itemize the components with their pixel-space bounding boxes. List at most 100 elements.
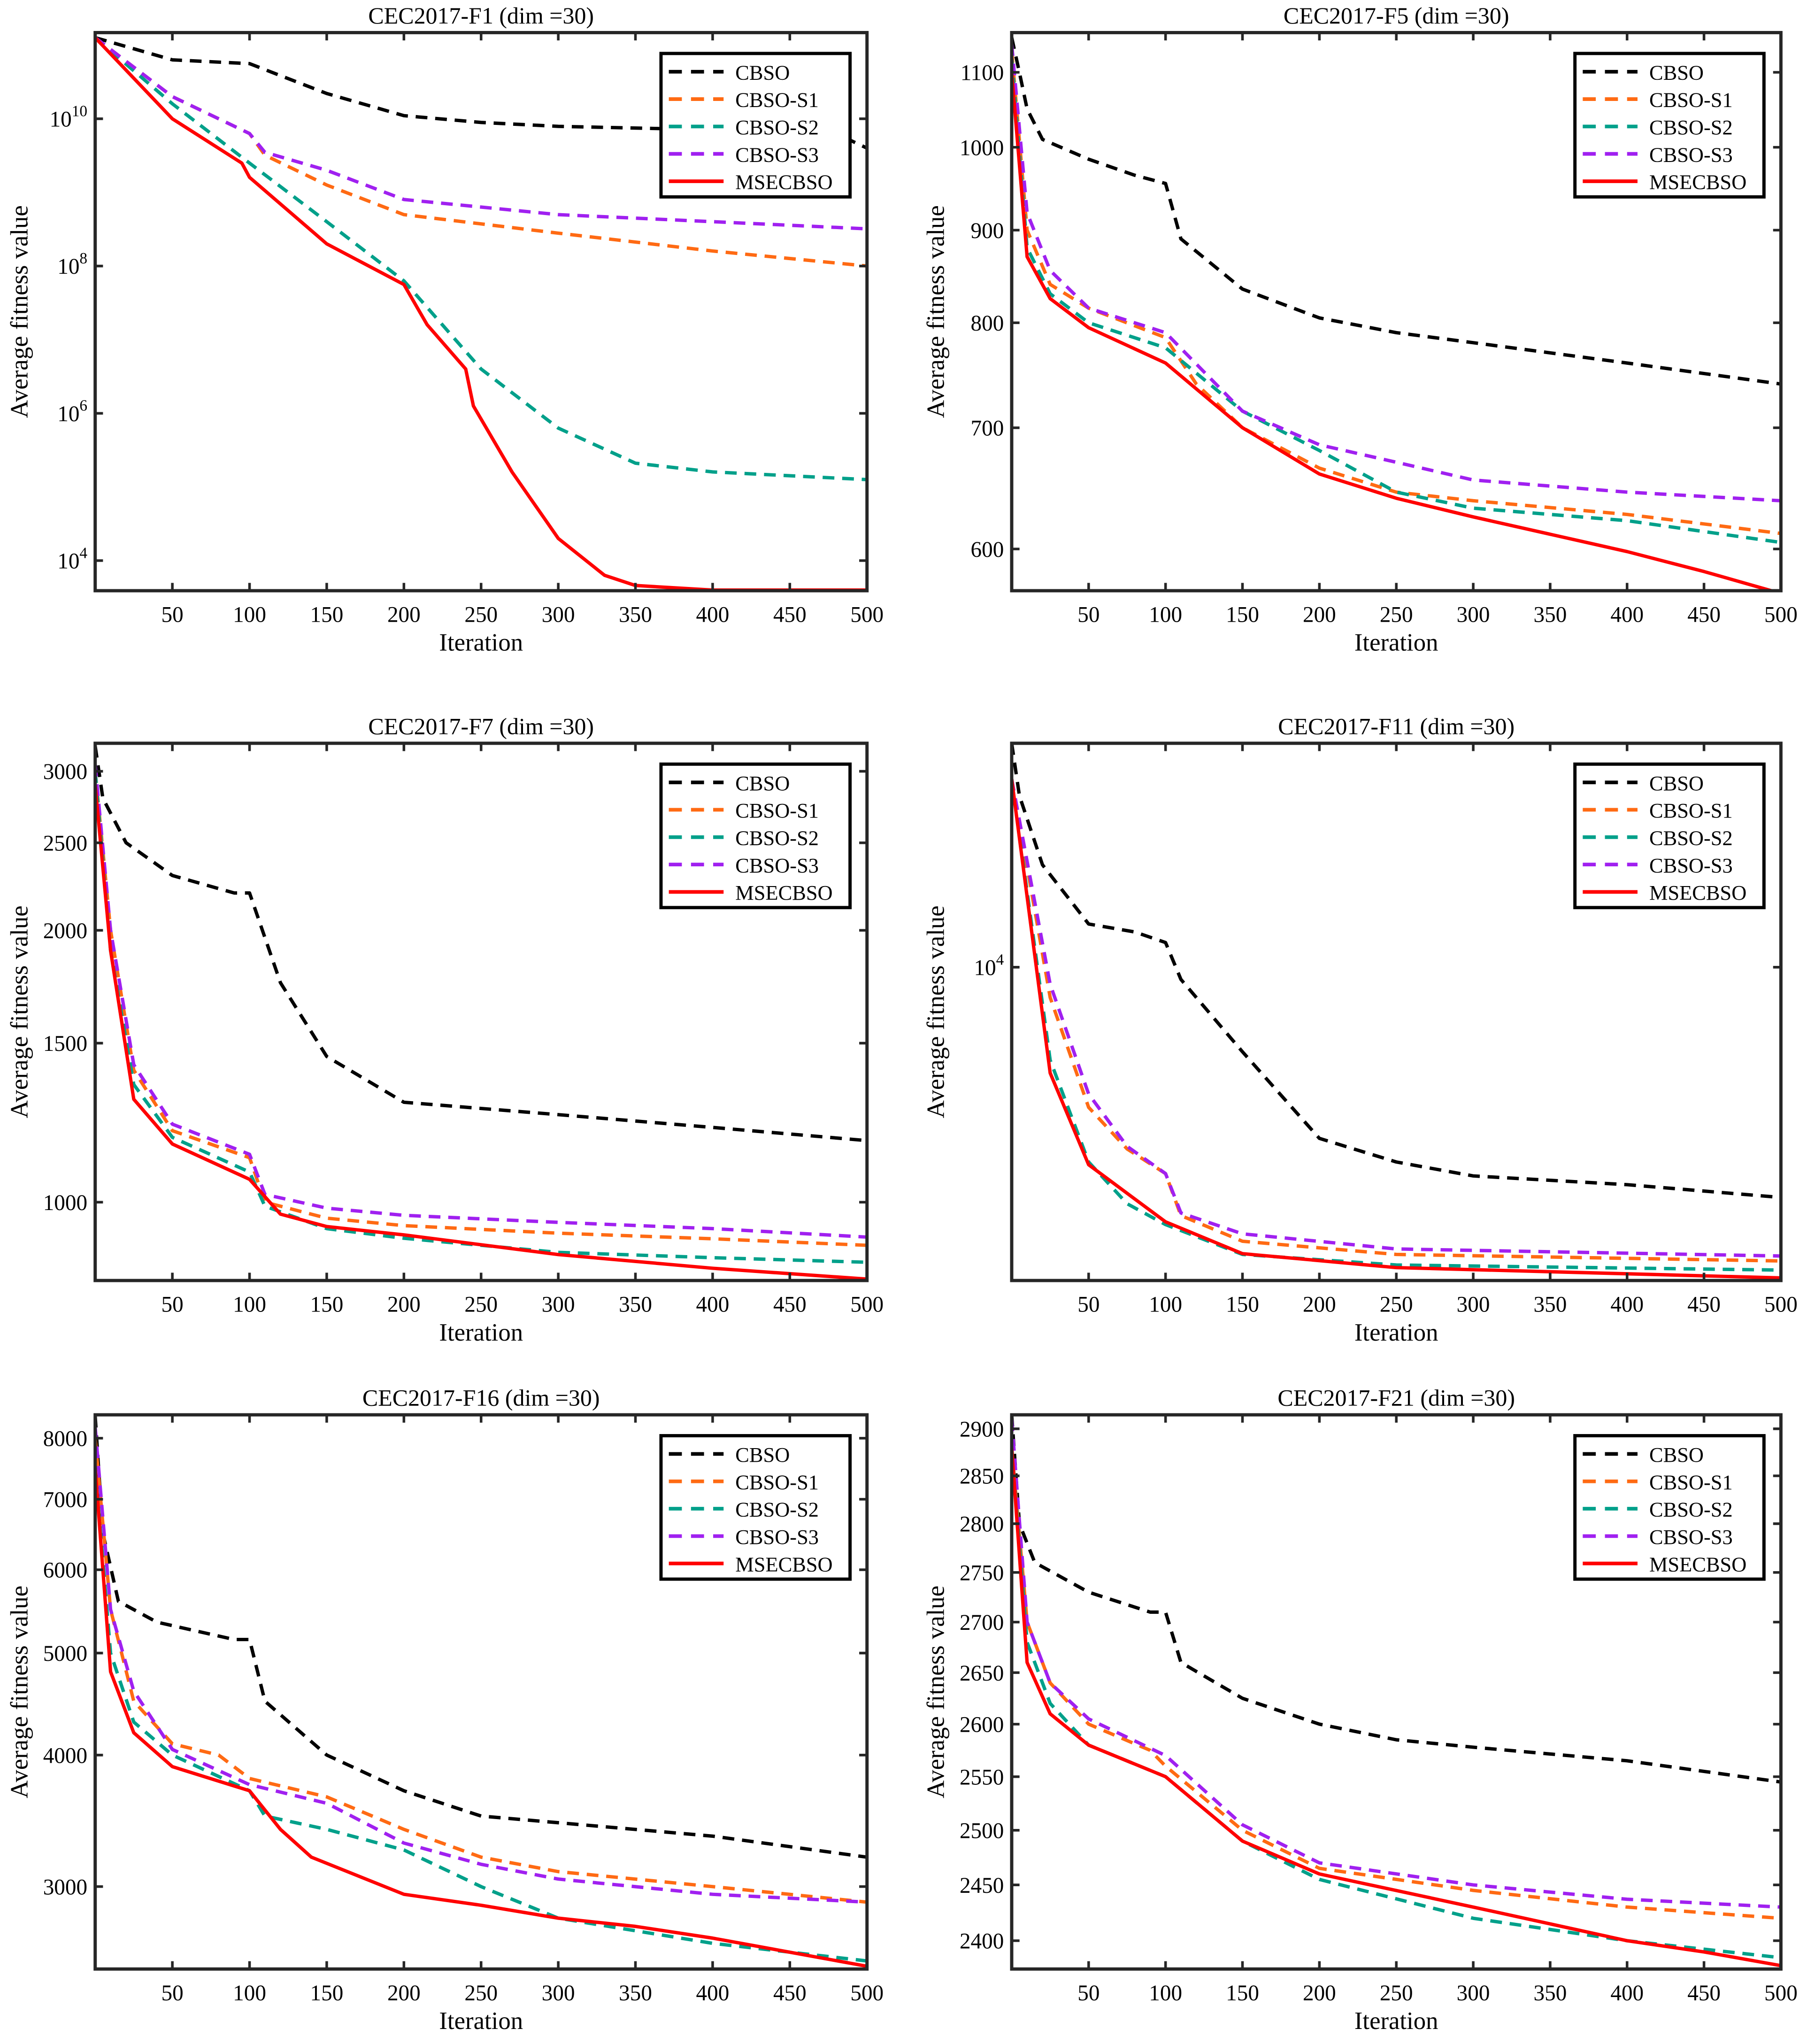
x-tick-label: 450	[773, 603, 807, 627]
legend-label: CBSO-S3	[1649, 143, 1733, 166]
legend-label: CBSO-S2	[1649, 826, 1733, 850]
x-tick-label: 50	[1077, 1981, 1100, 2005]
legend-label: CBSO-S2	[735, 1498, 819, 1521]
y-tick-label: 2550	[960, 1765, 1004, 1789]
x-tick-label: 100	[1149, 1981, 1182, 2005]
x-axis-label: Iteration	[1354, 629, 1438, 656]
series-line-cbso-s3	[95, 1427, 867, 1904]
y-tick-label: 2600	[960, 1713, 1004, 1737]
y-tick-label: 2500	[960, 1819, 1004, 1843]
legend-label: CBSO-S2	[735, 826, 819, 850]
y-tick-label: 2800	[960, 1512, 1004, 1537]
series-group	[1011, 743, 1781, 1280]
y-tick-exponent: 4	[996, 951, 1004, 968]
y-tick-label: 2400	[960, 1929, 1004, 1954]
y-tick-label: 900	[971, 219, 1004, 243]
series-line-cbso	[95, 1416, 867, 1859]
series-line-cbso-s1	[1011, 51, 1781, 535]
x-axis-label: Iteration	[1354, 2007, 1438, 2035]
chart-title: CEC2017-F1 (dim =30)	[368, 2, 594, 29]
series-line-cbso	[1011, 743, 1781, 1199]
x-tick-label: 350	[619, 603, 652, 627]
series-line-msecbso	[95, 784, 867, 1281]
series-line-cbso-s3	[1011, 1419, 1781, 1909]
y-tick-exponent: 8	[79, 250, 87, 267]
chart-title: CEC2017-F7 (dim =30)	[368, 713, 594, 739]
x-tick-label: 350	[619, 1293, 652, 1317]
legend-label: CBSO-S2	[1649, 116, 1733, 139]
x-tick-label: 400	[1610, 1293, 1644, 1317]
legend-label: MSECBSO	[735, 881, 832, 904]
series-line-cbso	[95, 746, 867, 1142]
y-tick-label: 800	[971, 311, 1004, 336]
x-tick-label: 450	[1687, 1981, 1721, 2005]
legend-label: CBSO-S3	[735, 143, 819, 166]
y-tick-label: 2700	[960, 1611, 1004, 1635]
legend: CBSO CBSO-S1 CBSO-S2 CBSO-S3 MSECBSO	[659, 52, 852, 199]
series-line-cbso-s2	[95, 1467, 867, 1963]
y-tick-label: 104	[57, 544, 87, 573]
x-tick-label: 450	[773, 1293, 807, 1317]
legend-label: CBSO	[1649, 771, 1704, 795]
x-tick-label: 300	[1457, 1981, 1490, 2005]
y-tick-label: 6000	[43, 1558, 87, 1583]
chart-title: CEC2017-F5 (dim =30)	[1284, 2, 1509, 29]
y-axis-label: Average fitness value	[923, 1586, 950, 1798]
legend-label: CBSO-S1	[1649, 88, 1733, 112]
x-tick-label: 350	[1534, 1293, 1567, 1317]
y-tick-label: 7000	[43, 1488, 87, 1512]
x-tick-label: 250	[1380, 1981, 1413, 2005]
x-tick-label: 50	[161, 1981, 184, 2005]
legend-label: MSECBSO	[1649, 1552, 1746, 1576]
chart-title: CEC2017-F16 (dim =30)	[362, 1385, 600, 1411]
x-tick-label: 250	[1380, 603, 1413, 627]
x-tick-label: 400	[1610, 603, 1644, 627]
y-tick-label: 2750	[960, 1561, 1004, 1585]
series-line-cbso-s3	[95, 36, 867, 231]
x-tick-label: 300	[542, 603, 575, 627]
y-tick-base: 10	[974, 956, 996, 980]
legend-label: CBSO-S1	[735, 1470, 819, 1494]
y-tick-label: 4000	[43, 1743, 87, 1768]
series-line-cbso-s3	[1011, 779, 1781, 1258]
y-tick-exponent: 10	[72, 102, 87, 120]
x-tick-label: 200	[387, 1981, 421, 2005]
y-tick-base: 10	[57, 549, 79, 574]
x-tick-label: 250	[1380, 1293, 1413, 1317]
y-tick-exponent: 6	[79, 397, 87, 415]
x-axis-label: Iteration	[439, 2007, 523, 2035]
x-tick-label: 500	[1764, 1293, 1798, 1317]
x-tick-label: 300	[1457, 603, 1490, 627]
chart-panel: 50 100 150 200 250 300 350 400 450 500 104 CEC2017-…	[923, 713, 1798, 1346]
legend-label: CBSO-S1	[735, 88, 819, 112]
x-tick-label: 250	[464, 1293, 498, 1317]
x-tick-label: 200	[387, 1293, 421, 1317]
x-tick-label: 450	[1687, 1293, 1721, 1317]
series-line-cbso	[1011, 37, 1781, 386]
legend-label: MSECBSO	[1649, 170, 1746, 194]
legend-label: CBSO	[735, 771, 790, 795]
x-axis-label: Iteration	[439, 629, 523, 656]
y-tick-label: 2650	[960, 1661, 1004, 1686]
y-tick-label: 1100	[961, 61, 1004, 85]
y-tick-base: 10	[50, 108, 72, 132]
x-tick-label: 500	[850, 1293, 884, 1317]
legend-label: CBSO	[1649, 1443, 1704, 1466]
legend: CBSO CBSO-S1 CBSO-S2 CBSO-S3 MSECBSO	[659, 762, 852, 910]
x-tick-label: 300	[542, 1293, 575, 1317]
x-tick-label: 400	[696, 1293, 730, 1317]
x-tick-label: 100	[233, 1981, 266, 2005]
series-line-msecbso	[95, 36, 867, 591]
y-tick-exponent: 4	[79, 544, 87, 562]
chart-title: CEC2017-F11 (dim =30)	[1278, 713, 1515, 739]
chart-panel: 50 100 150 200 250 300 350 400 450 500 3000 4000 500…	[6, 1385, 884, 2035]
x-tick-label: 200	[1303, 1981, 1336, 2005]
series-line-msecbso	[1011, 779, 1781, 1280]
y-tick-label: 108	[57, 250, 87, 279]
y-tick-label: 1010	[50, 102, 87, 131]
x-tick-label: 200	[1303, 1293, 1336, 1317]
legend-label: CBSO-S2	[1649, 1498, 1733, 1521]
legend: CBSO CBSO-S1 CBSO-S2 CBSO-S3 MSECBSO	[659, 1434, 852, 1581]
x-axis-label: Iteration	[439, 1319, 523, 1346]
